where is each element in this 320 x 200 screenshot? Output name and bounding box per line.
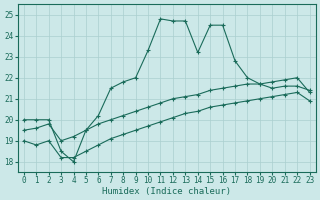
X-axis label: Humidex (Indice chaleur): Humidex (Indice chaleur) (102, 187, 231, 196)
